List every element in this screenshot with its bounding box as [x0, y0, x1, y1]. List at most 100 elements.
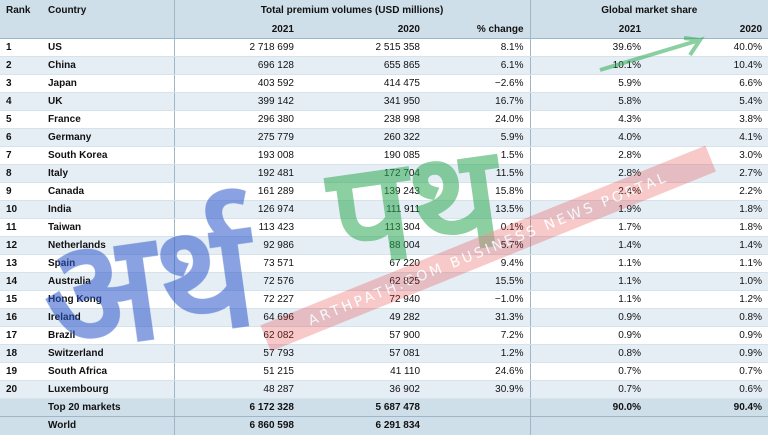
table-row: 10 India 126 974 111 911 13.5% 1.9% 1.8%: [0, 200, 768, 219]
table-row: 1 US 2 718 699 2 515 358 8.1% 39.6% 40.0%: [0, 38, 768, 57]
volume-2021-cell: 73 571: [173, 254, 300, 273]
volume-2021-cell: 62 082: [173, 326, 300, 345]
change-cell: 1.5%: [426, 146, 531, 165]
country-cell: China: [42, 56, 174, 75]
share-2020-cell: 0.9%: [647, 326, 768, 345]
share-2021-cell: 2.8%: [529, 146, 648, 165]
total-label-cell: Top 20 markets: [42, 398, 174, 417]
share-2020-cell: 0.8%: [647, 308, 768, 327]
rank-subheader: [0, 21, 42, 39]
share-2021-cell: 1.1%: [529, 290, 648, 309]
header-row-top: Rank Country Total premium volumes (USD …: [0, 0, 768, 21]
table-row: 8 Italy 192 481 172 704 11.5% 2.8% 2.7%: [0, 164, 768, 183]
volume-2020-header: 2020: [300, 21, 426, 39]
country-cell: Taiwan: [42, 218, 174, 237]
rank-cell: 6: [0, 128, 42, 147]
table-row: 6 Germany 275 779 260 322 5.9% 4.0% 4.1%: [0, 128, 768, 147]
country-cell: France: [42, 110, 174, 129]
share-2020-cell: 1.2%: [647, 290, 768, 309]
change-cell: 7.2%: [426, 326, 531, 345]
table-row: 5 France 296 380 238 998 24.0% 4.3% 3.8%: [0, 110, 768, 129]
change-cell: 5.7%: [426, 236, 531, 255]
rank-cell: 4: [0, 92, 42, 111]
share-2020-cell: 5.4%: [647, 92, 768, 111]
country-cell: Ireland: [42, 308, 174, 327]
table-row: 11 Taiwan 113 423 113 304 0.1% 1.7% 1.8%: [0, 218, 768, 237]
rank-cell: 2: [0, 56, 42, 75]
country-cell: Japan: [42, 74, 174, 93]
volume-2021-cell: 399 142: [173, 92, 300, 111]
table-row: 3 Japan 403 592 414 475 −2.6% 5.9% 6.6%: [0, 74, 768, 93]
change-cell: 24.6%: [426, 362, 531, 381]
table-body: 1 US 2 718 699 2 515 358 8.1% 39.6% 40.0% 2 Chin…: [0, 38, 768, 399]
volume-2020-cell: 414 475: [300, 74, 426, 93]
rank-cell: 17: [0, 326, 42, 345]
volume-2020-cell: 57 081: [300, 344, 426, 363]
volume-2020-cell: 41 110: [300, 362, 426, 381]
rank-cell: [0, 398, 42, 417]
share-2020-cell: 6.6%: [647, 74, 768, 93]
table-row: 16 Ireland 64 696 49 282 31.3% 0.9% 0.8%: [0, 308, 768, 327]
share-2020-cell: 1.1%: [647, 254, 768, 273]
share-2021-cell: 90.0%: [529, 398, 648, 417]
share-2021-cell: 1.7%: [529, 218, 648, 237]
change-cell: 11.5%: [426, 164, 531, 183]
volume-2021-cell: 296 380: [173, 110, 300, 129]
country-cell: South Korea: [42, 146, 174, 165]
share-2021-cell: 4.3%: [529, 110, 648, 129]
volume-2020-cell: 172 704: [300, 164, 426, 183]
volume-2020-cell: 655 865: [300, 56, 426, 75]
volume-2020-cell: 57 900: [300, 326, 426, 345]
table-row: 2 China 696 128 655 865 6.1% 10.1% 10.4%: [0, 56, 768, 75]
share-2020-cell: [647, 416, 768, 435]
country-cell: UK: [42, 92, 174, 111]
country-cell: Canada: [42, 182, 174, 201]
table-row: 13 Spain 73 571 67 220 9.4% 1.1% 1.1%: [0, 254, 768, 273]
volume-2021-cell: 193 008: [173, 146, 300, 165]
rank-cell: 1: [0, 38, 42, 57]
country-cell: Luxembourg: [42, 380, 174, 399]
country-cell: Netherlands: [42, 236, 174, 255]
volume-2020-cell: 260 322: [300, 128, 426, 147]
volumes-header: Total premium volumes (USD millions): [173, 0, 531, 21]
volume-2021-cell: 72 227: [173, 290, 300, 309]
change-cell: 16.7%: [426, 92, 531, 111]
share-2021-cell: 0.9%: [529, 326, 648, 345]
share-2020-cell: 1.8%: [647, 200, 768, 219]
table-row: 20 Luxembourg 48 287 36 902 30.9% 0.7% 0.6%: [0, 380, 768, 399]
country-cell: Germany: [42, 128, 174, 147]
table-row: 17 Brazil 62 082 57 900 7.2% 0.9% 0.9%: [0, 326, 768, 345]
rank-header: Rank: [0, 0, 42, 21]
table-row: 9 Canada 161 289 139 243 15.8% 2.4% 2.2%: [0, 182, 768, 201]
header-row-years: 2021 2020 % change 2021 2020: [0, 21, 768, 39]
share-2020-header: 2020: [647, 21, 768, 39]
share-2021-cell: 2.4%: [529, 182, 648, 201]
change-cell: 1.2%: [426, 344, 531, 363]
country-cell: Switzerland: [42, 344, 174, 363]
change-cell: 15.8%: [426, 182, 531, 201]
rank-cell: 14: [0, 272, 42, 291]
rank-cell: [0, 416, 42, 435]
share-2020-cell: 0.9%: [647, 344, 768, 363]
share-2021-cell: 0.9%: [529, 308, 648, 327]
volume-2020-cell: 2 515 358: [300, 38, 426, 57]
share-2020-cell: 3.8%: [647, 110, 768, 129]
country-cell: Brazil: [42, 326, 174, 345]
rank-cell: 13: [0, 254, 42, 273]
volume-2021-cell: 126 974: [173, 200, 300, 219]
rank-cell: 18: [0, 344, 42, 363]
volume-2021-cell: 6 172 328: [173, 398, 300, 417]
share-2020-cell: 40.0%: [647, 38, 768, 57]
share-2021-cell: 0.8%: [529, 344, 648, 363]
rank-cell: 3: [0, 74, 42, 93]
share-2021-cell: 5.8%: [529, 92, 648, 111]
change-cell: −2.6%: [426, 74, 531, 93]
change-cell: [426, 398, 531, 417]
share-2021-cell: 10.1%: [529, 56, 648, 75]
country-cell: US: [42, 38, 174, 57]
volume-2020-cell: 6 291 834: [300, 416, 426, 435]
rank-cell: 5: [0, 110, 42, 129]
share-2021-cell: 1.1%: [529, 254, 648, 273]
rank-cell: 7: [0, 146, 42, 165]
